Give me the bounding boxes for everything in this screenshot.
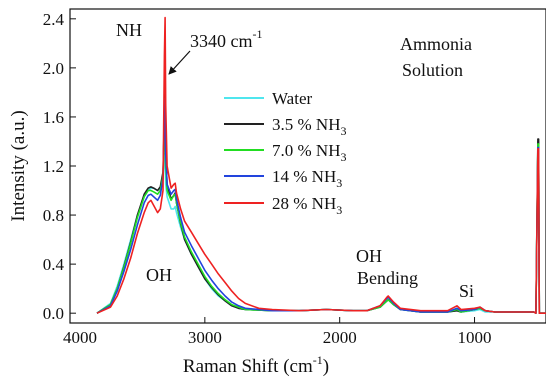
x-tick-label: 3000 <box>188 328 222 347</box>
peak-arrow <box>168 50 191 75</box>
ammonia-annotation-line2: Solution <box>402 60 463 80</box>
series-line-4 <box>96 16 546 314</box>
ammonia-annotation-line1: Ammonia <box>400 34 472 54</box>
y-tick-label: 2.4 <box>43 10 65 29</box>
legend-label-water: Water <box>272 89 312 108</box>
x-axis-title-sup: -1 <box>313 353 323 367</box>
oh-bending-annotation-line2: Bending <box>357 268 418 288</box>
y-tick-label: 2.0 <box>43 59 64 78</box>
legend-label-28-nh3-main: 28 % NH <box>272 194 336 213</box>
peak-annotation-sup: -1 <box>253 27 263 41</box>
legend-label-3-5-nh3: 3.5 % NH3 <box>272 115 346 138</box>
y-axis-ticks: 0.0 0.4 0.8 1.2 1.6 2.0 2.4 <box>43 10 76 323</box>
y-tick-label: 0.0 <box>43 304 64 323</box>
x-axis-title-close: ) <box>323 356 329 377</box>
legend-entry-7-0-nh3: 7.0 % NH3 <box>224 141 346 164</box>
x-tick-label: 4000 <box>63 328 97 347</box>
legend-label-7-0-nh3: 7.0 % NH3 <box>272 141 346 164</box>
x-axis-ticks: 4000 3000 2000 1000 <box>63 317 492 347</box>
legend-label-7-0-nh3-main: 7.0 % NH <box>272 141 340 160</box>
legend-label-3-5-nh3-sub: 3 <box>340 124 346 138</box>
y-tick-label: 1.6 <box>43 108 64 127</box>
y-axis-title: Intensity (a.u.) <box>8 110 29 221</box>
peak-annotation-main: 3340 cm <box>190 31 253 51</box>
y-tick-label: 1.2 <box>43 157 64 176</box>
x-tick-label: 1000 <box>458 328 492 347</box>
legend-label-28-nh3: 28 % NH3 <box>272 194 342 217</box>
si-annotation: Si <box>459 281 474 301</box>
y-tick-label: 0.4 <box>43 255 65 274</box>
legend-label-7-0-nh3-sub: 3 <box>340 150 346 164</box>
legend: Water 3.5 % NH3 7.0 % NH3 14 % NH3 28 % … <box>224 89 346 217</box>
legend-label-14-nh3-sub: 3 <box>336 176 342 190</box>
legend-label-3-5-nh3-main: 3.5 % NH <box>272 115 340 134</box>
legend-label-14-nh3-main: 14 % NH <box>272 167 336 186</box>
nh-annotation: NH <box>116 20 142 40</box>
plot-frame <box>69 8 546 324</box>
x-axis-title: Raman Shift (cm-1) <box>183 353 329 377</box>
legend-entry-3-5-nh3: 3.5 % NH3 <box>224 115 346 138</box>
series-layer <box>96 16 546 314</box>
oh-bending-annotation-line1: OH <box>356 246 382 266</box>
legend-label-14-nh3: 14 % NH3 <box>272 167 342 190</box>
x-axis-title-main: Raman Shift (cm <box>183 356 313 377</box>
oh-annotation: OH <box>146 265 172 285</box>
peak-annotation: 3340 cm-1 <box>190 27 263 51</box>
legend-entry-28-nh3: 28 % NH3 <box>224 194 342 217</box>
legend-entry-14-nh3: 14 % NH3 <box>224 167 342 190</box>
legend-entry-water: Water <box>224 89 312 108</box>
legend-label-28-nh3-sub: 3 <box>336 203 342 217</box>
x-tick-label: 2000 <box>323 328 357 347</box>
y-tick-label: 0.8 <box>43 206 64 225</box>
